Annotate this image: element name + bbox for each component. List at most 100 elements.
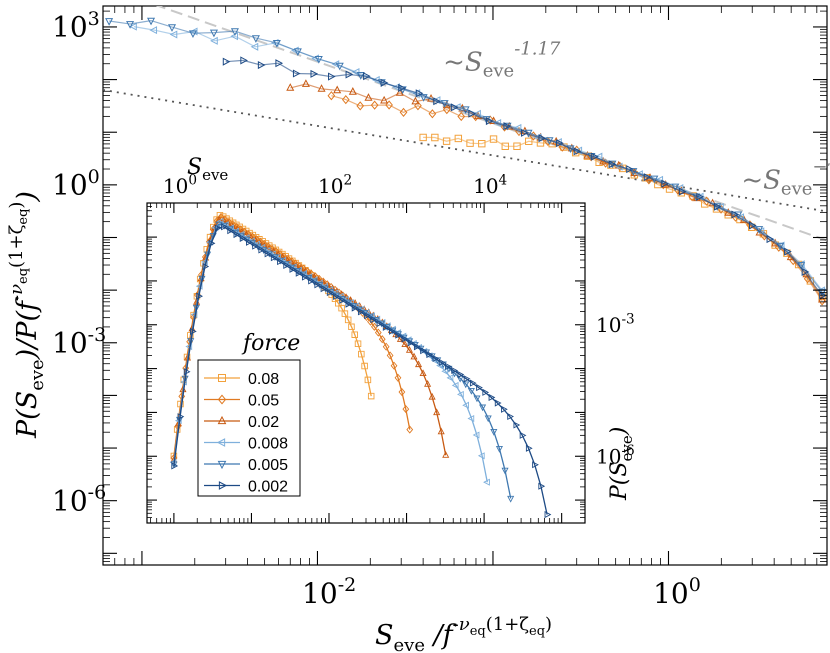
main-data-point: [105, 18, 114, 26]
inset-data-point: [442, 451, 450, 458]
main-data-point: [468, 109, 477, 118]
inset-data-point: [445, 362, 452, 370]
inset-data-point: [277, 258, 284, 266]
main-data-point: [327, 91, 336, 101]
inset-data-point: [451, 381, 459, 389]
inset-data-point: [525, 444, 533, 452]
inset-data-point: [308, 277, 315, 285]
main-data-point: [461, 106, 470, 114]
inset-data-point: [462, 401, 469, 409]
inset-data-point: [513, 421, 521, 429]
main-data-point: [538, 134, 547, 143]
inset-data-point: [476, 384, 483, 392]
main-data-point: [314, 56, 323, 64]
main-series-line-0.002: [225, 59, 823, 296]
legend-entry-0.005: 0.005: [204, 457, 288, 474]
inset-data-point: [357, 308, 365, 316]
inset-data-point: [405, 346, 414, 353]
main-data-point: [642, 174, 650, 182]
main-x-axis-label: Seve /f-νeq(1+ζeq): [375, 614, 552, 653]
inset-data-point: [239, 234, 247, 242]
main-data-point: [335, 62, 344, 71]
inset-data-point: [438, 358, 446, 367]
inset-data-point: [187, 338, 195, 346]
inset-data-point: [177, 413, 185, 421]
main-data-point: [573, 147, 582, 156]
main-series-group: [105, 17, 827, 306]
main-data-point: [209, 29, 218, 38]
main-data-point: [129, 22, 137, 31]
inset-data-point: [477, 452, 485, 460]
inset-data-point: [361, 362, 368, 370]
inset-data-point: [301, 273, 309, 281]
inset-data-point: [223, 215, 230, 222]
inset-data-point: [501, 405, 508, 413]
inset-data-point: [221, 223, 228, 231]
main-data-point: [210, 36, 218, 45]
inset-data-point: [483, 478, 490, 486]
main-series-0.002: [222, 56, 827, 300]
inset-data-point: [482, 388, 490, 396]
main-data-point: [766, 235, 775, 244]
inset-data-point: [364, 376, 372, 384]
main-data-point: [525, 137, 533, 146]
inset-data-point: [314, 281, 322, 289]
inset-data-point: [196, 292, 203, 300]
inset-data-point: [320, 285, 328, 293]
main-data-point: [351, 67, 360, 77]
main-data-point: [411, 96, 420, 105]
inset-data-point: [401, 340, 409, 347]
inset-data-point: [532, 461, 539, 469]
legend-marker: [217, 460, 227, 470]
inset-data-point: [252, 242, 259, 250]
legend-label: 0.005: [248, 457, 288, 474]
inset-data-point: [295, 269, 303, 277]
main-data-point: [556, 139, 564, 148]
inset-data-point: [544, 511, 552, 519]
main-data-point: [188, 30, 198, 38]
inset-data-point: [413, 343, 421, 351]
inset-data-point: [507, 495, 515, 503]
inset-data-point: [419, 369, 427, 377]
legend-marker: [218, 481, 228, 490]
inset-legend: force 0.08 0.05 0.02 0.008 0.005 0.002: [197, 331, 301, 497]
main-data-point: [819, 291, 827, 300]
main-data-point: [626, 165, 634, 174]
main-data-point: [272, 39, 281, 48]
legend-label: 0.008: [248, 436, 288, 453]
main-data-point: [414, 101, 422, 111]
inset-series-0.002: [171, 223, 552, 519]
legend-box: [197, 359, 301, 497]
main-data-point: [328, 72, 336, 81]
inset-data-point: [348, 323, 355, 331]
main-data-point: [147, 17, 156, 26]
main-data-point: [671, 183, 680, 192]
main-y-tick-label: 100: [52, 166, 100, 202]
main-data-point: [520, 128, 529, 137]
inset-data-point: [171, 462, 179, 470]
inset-data-point: [424, 379, 432, 387]
inset-data-point: [467, 414, 475, 423]
inset-data-point: [428, 392, 436, 400]
inset-data-point: [519, 431, 527, 439]
main-data-point: [149, 26, 158, 35]
inset-data-point: [245, 238, 253, 246]
legend-marker: [217, 415, 227, 425]
main-data-point: [713, 202, 722, 211]
main-data-point: [380, 78, 389, 87]
inset-data-point: [495, 445, 503, 453]
main-x-tick-label: 100: [653, 574, 701, 610]
slope-tau-label: ~Seve−τeq: [741, 157, 830, 200]
main-y-tick-label: 103: [52, 8, 100, 44]
inset-data-point: [215, 221, 223, 229]
inset-y-tick-label: 10-6: [596, 443, 635, 468]
main-data-point: [380, 95, 389, 104]
inset-data-point: [341, 310, 349, 317]
inset-data-point: [358, 350, 365, 358]
main-data-point: [485, 117, 494, 126]
legend-label: 0.002: [248, 479, 288, 496]
legend-label: 0.08: [248, 371, 279, 388]
main-data-point: [501, 142, 509, 151]
inset-data-point: [451, 366, 459, 375]
inset-series-line-0.002: [173, 226, 548, 515]
